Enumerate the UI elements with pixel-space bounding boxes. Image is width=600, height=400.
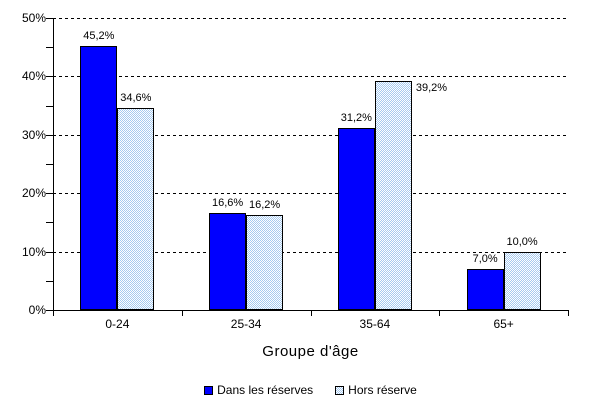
y-tick-label: 0% xyxy=(28,303,46,317)
y-axis-tick xyxy=(46,222,53,224)
legend-label: Dans les réserves xyxy=(217,383,314,397)
gridline-50 xyxy=(53,18,568,19)
gridline-30 xyxy=(53,134,568,136)
bar-hors-reserve-25-34 xyxy=(246,215,284,310)
y-axis-tick xyxy=(46,105,53,107)
gridline-10 xyxy=(53,251,568,253)
x-tick-label-0-24: 0-24 xyxy=(105,317,130,331)
legend-swatch-hors-reserve xyxy=(335,385,345,395)
y-axis-line xyxy=(53,18,54,311)
bar-value-label: 16,2% xyxy=(249,199,281,212)
legend-label: Hors réserve xyxy=(348,383,417,397)
x-axis-tick xyxy=(439,310,441,316)
bar-value-label: 34,6% xyxy=(120,91,152,104)
bar-value-label: 16,6% xyxy=(212,197,244,210)
legend-item-hors-reserve: Hors réserve xyxy=(335,383,417,397)
y-axis-tick xyxy=(46,76,53,78)
bar-value-label: 45,2% xyxy=(83,30,115,43)
y-tick-label: 10% xyxy=(21,244,46,259)
y-axis-tick xyxy=(46,280,53,282)
bar-value-label: 7,0% xyxy=(472,253,498,266)
x-axis-tick xyxy=(568,310,569,316)
x-axis-tick xyxy=(310,310,312,316)
gridline-40 xyxy=(53,76,568,78)
bar-dans-les-reserves-35-64 xyxy=(337,127,375,310)
legend-item-dans-les-reserves: Dans les réserves xyxy=(204,383,313,397)
bar-value-label: 31,2% xyxy=(340,111,372,124)
y-tick-label: 30% xyxy=(21,127,46,142)
x-tick-label-25-34: 25-34 xyxy=(230,317,262,331)
bar-dans-les-reserves-65-plus xyxy=(466,269,504,310)
bar-value-label: 10,0% xyxy=(506,235,538,248)
x-axis-tick xyxy=(181,310,183,316)
bar-hors-reserve-65-plus xyxy=(503,251,541,310)
y-axis-tick xyxy=(46,47,53,49)
x-axis-tick xyxy=(53,310,54,316)
y-axis-tick xyxy=(46,310,53,311)
bar-value-label: 39,2% xyxy=(415,82,448,95)
bar-dans-les-reserves-0-24 xyxy=(80,46,118,310)
legend: Dans les réserves Hors réserve xyxy=(53,383,568,397)
legend-swatch-dans-les-reserves xyxy=(204,385,214,395)
y-axis-tick xyxy=(46,251,53,253)
y-axis-tick xyxy=(46,164,53,165)
bar-dans-les-reserves-25-34 xyxy=(209,213,247,310)
y-tick-label: 20% xyxy=(21,186,46,201)
y-axis-tick xyxy=(46,193,53,195)
y-tick-label: 40% xyxy=(21,69,46,84)
y-tick-label: 50% xyxy=(21,11,46,25)
bar-hors-reserve-35-64 xyxy=(374,81,412,310)
y-axis-tick xyxy=(46,134,53,136)
bar-hors-reserve-0-24 xyxy=(117,107,155,310)
x-tick-label-35-64: 35-64 xyxy=(359,317,391,331)
x-tick-label-65-plus: 65+ xyxy=(493,317,514,331)
x-axis-title: Groupe d'âge xyxy=(262,343,359,360)
gridline-20 xyxy=(53,193,568,195)
y-axis-tick xyxy=(46,18,53,19)
